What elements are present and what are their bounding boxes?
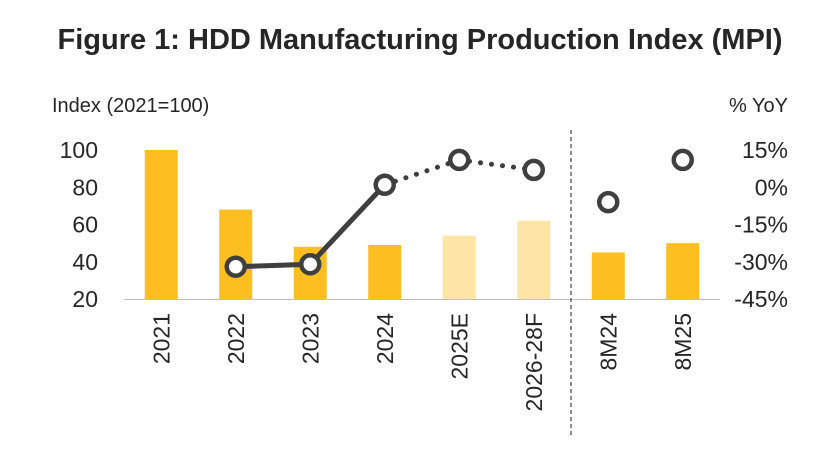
x-category-2022: 2022 (223, 313, 249, 364)
yoy-marker-8M24 (597, 190, 620, 214)
yoy-marker-2023 (299, 252, 322, 276)
y2-tick-label-1: -30% (734, 249, 788, 275)
y2-tick-label-4: 15% (742, 137, 788, 163)
yoy-marker-2026-28F (522, 158, 545, 182)
x-axis-categories: 2021 2022 2023 2024 2025E 2026-28F 8M24 8M25 (148, 313, 696, 412)
y-axis-ticks: 20 40 60 80 100 (60, 137, 98, 312)
bar-8M25 (666, 243, 700, 299)
y-tick-label-100: 100 (60, 137, 98, 163)
yoy-marker-2025E (448, 148, 471, 172)
y-tick-label-60: 60 (72, 212, 98, 238)
yoy-marker-8M25 (671, 148, 694, 172)
y2-axis-ticks: -45% -30% -15% 0% 15% (734, 137, 788, 312)
bar-2025E (442, 235, 476, 299)
x-category-2021: 2021 (148, 313, 174, 364)
bar-2024 (368, 244, 402, 299)
yoy-marker-2024 (373, 173, 396, 197)
y2-axis-title: % YoY (729, 95, 788, 117)
y-axis-title: Index (2021=100) (52, 95, 209, 117)
bars-layer (144, 150, 700, 299)
y2-tick-label-0: -45% (734, 286, 788, 312)
yoy-marker-2022 (224, 255, 247, 278)
bar-2022 (219, 209, 253, 299)
y2-tick-label-2: -15% (734, 212, 788, 238)
x-category-2023: 2023 (297, 313, 323, 364)
x-category-2026-28F: 2026-28F (521, 313, 547, 411)
x-category-8M25: 8M25 (670, 313, 696, 371)
chart-title: Figure 1: HDD Manufacturing Production I… (58, 24, 783, 56)
x-category-2025E: 2025E (446, 313, 472, 380)
x-category-8M24: 8M24 (595, 313, 621, 371)
y-tick-label-80: 80 (72, 174, 98, 200)
yoy-markers-layer (224, 148, 694, 278)
y2-tick-label-3: 0% (755, 174, 788, 200)
bar-8M24 (591, 252, 625, 299)
x-category-2024: 2024 (372, 313, 398, 364)
bar-2026-28F (517, 220, 551, 299)
bar-2021 (144, 150, 178, 299)
y-tick-label-40: 40 (72, 249, 98, 275)
y-tick-label-20: 20 (72, 286, 98, 312)
